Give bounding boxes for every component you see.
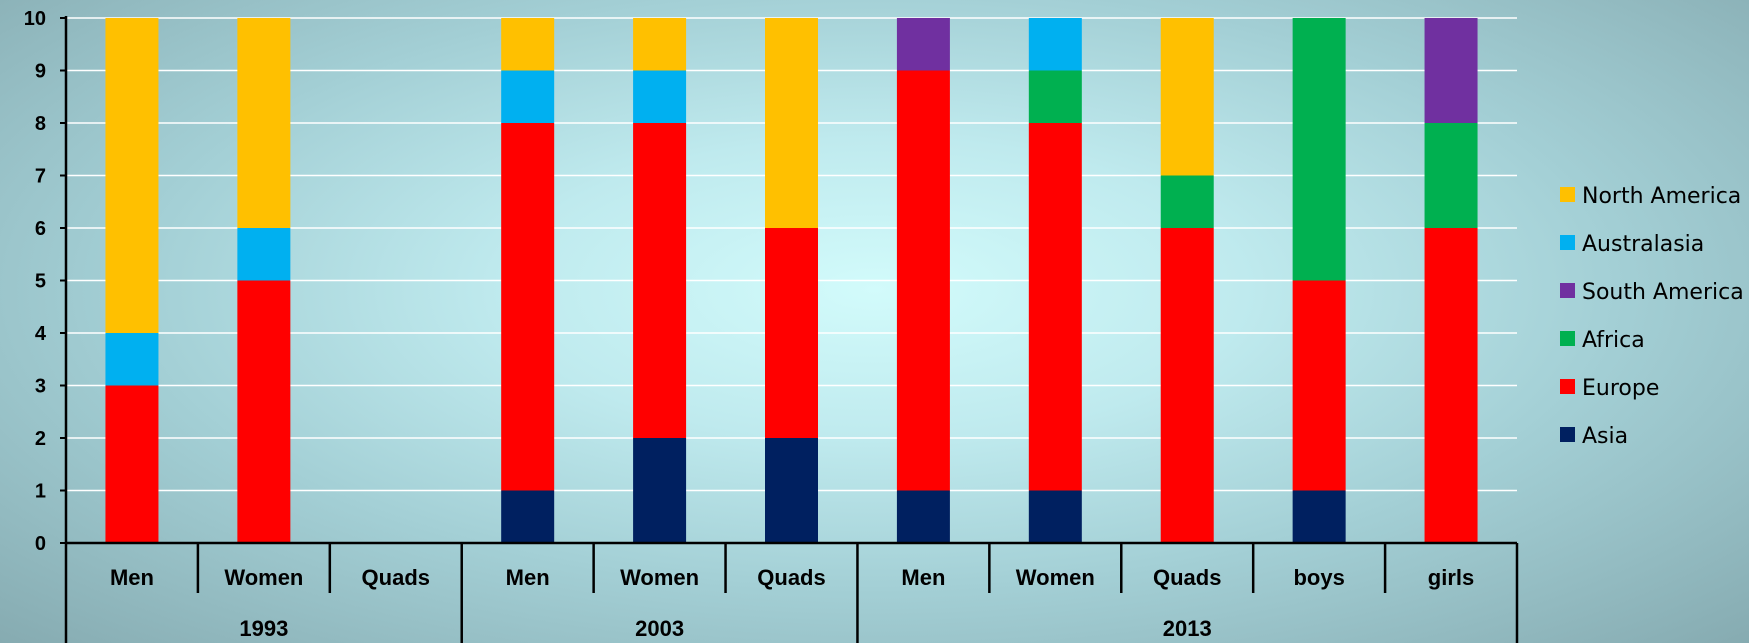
x-group-label: 2003 (635, 616, 684, 641)
y-tick-label: 1 (35, 481, 46, 503)
bar-segment-australasia (237, 228, 291, 281)
legend-swatch (1560, 331, 1575, 346)
x-category-label: Men (506, 565, 550, 590)
bar-segment-asia (633, 438, 687, 543)
bar-segment-north-america (105, 18, 159, 333)
bar-segment-europe (1160, 228, 1214, 543)
bar-segment-south-america (1424, 18, 1478, 123)
bar-segment-australasia (501, 70, 555, 123)
bar-segment-europe (1028, 123, 1082, 491)
bar-segment-africa (1160, 175, 1214, 228)
bar-series (105, 18, 1478, 543)
bar-segment-africa (1028, 70, 1082, 123)
x-category-label: Women (1016, 565, 1095, 590)
bar-segment-africa (1292, 18, 1346, 281)
bar-segment-asia (896, 490, 950, 543)
legend: North America Australasia South America Afr… (1560, 184, 1744, 449)
bar-segment-europe (765, 228, 818, 438)
bar-segment-europe (501, 123, 555, 491)
legend-label: Africa (1582, 328, 1645, 353)
x-category-label: Quads (1153, 565, 1221, 590)
bar-segment-europe (237, 280, 291, 543)
bar-segment-australasia (1028, 18, 1082, 71)
x-category-label: Men (110, 565, 154, 590)
legend-label: Europe (1582, 376, 1659, 401)
y-tick-label: 8 (35, 113, 46, 135)
x-category-label: Men (901, 565, 945, 590)
legend-label: South America (1582, 280, 1744, 305)
x-category-label: Women (224, 565, 303, 590)
y-tick-label: 3 (35, 376, 46, 398)
legend-swatch (1560, 427, 1575, 442)
y-axis-ticks: 0 1 2 3 4 5 6 7 8 9 10 (24, 8, 66, 555)
bar-segment-asia (1028, 490, 1082, 543)
bar-segment-north-america (1160, 18, 1214, 176)
y-tick-label: 0 (35, 533, 46, 555)
x-category-label: boys (1293, 565, 1344, 590)
bar-segment-asia (501, 490, 555, 543)
legend-swatch (1560, 283, 1575, 298)
legend-swatch (1560, 235, 1575, 250)
y-tick-label: 4 (35, 323, 47, 345)
bar-segment-australasia (105, 333, 159, 386)
x-axis-labels: Men Women Quads 1993 Men Women Quads 2003 Men Wom… (110, 565, 1474, 641)
bar-segment-north-america (765, 18, 818, 228)
legend-label: Asia (1582, 424, 1628, 449)
legend-label: North America (1582, 184, 1741, 209)
x-group-label: 1993 (239, 616, 288, 641)
bar-segment-north-america (501, 18, 555, 71)
bar-segment-europe (1424, 228, 1478, 543)
legend-swatch (1560, 187, 1575, 202)
bar-segment-europe (633, 123, 687, 438)
bar-segment-north-america (237, 18, 291, 228)
x-category-label: Women (620, 565, 699, 590)
y-tick-label: 10 (24, 8, 46, 30)
y-tick-label: 9 (35, 61, 46, 83)
x-category-label: Quads (757, 565, 825, 590)
bar-segment-europe (105, 385, 159, 543)
x-category-label: Quads (362, 565, 430, 590)
legend-label: Australasia (1582, 232, 1704, 257)
y-tick-label: 7 (35, 166, 46, 188)
bar-segment-europe (896, 70, 950, 491)
legend-swatch (1560, 379, 1575, 394)
bar-segment-europe (1292, 280, 1346, 491)
y-tick-label: 6 (35, 218, 46, 240)
y-tick-label: 2 (35, 428, 46, 450)
x-group-label: 2013 (1163, 616, 1212, 641)
bar-segment-asia (1292, 490, 1346, 543)
y-tick-label: 5 (35, 271, 46, 293)
bar-segment-south-america (896, 18, 950, 71)
bar-segment-north-america (633, 18, 687, 71)
axes (64, 16, 1519, 643)
bar-segment-asia (765, 438, 818, 543)
bar-segment-australasia (633, 70, 687, 123)
bar-segment-africa (1424, 123, 1478, 228)
x-category-label: girls (1428, 565, 1474, 590)
